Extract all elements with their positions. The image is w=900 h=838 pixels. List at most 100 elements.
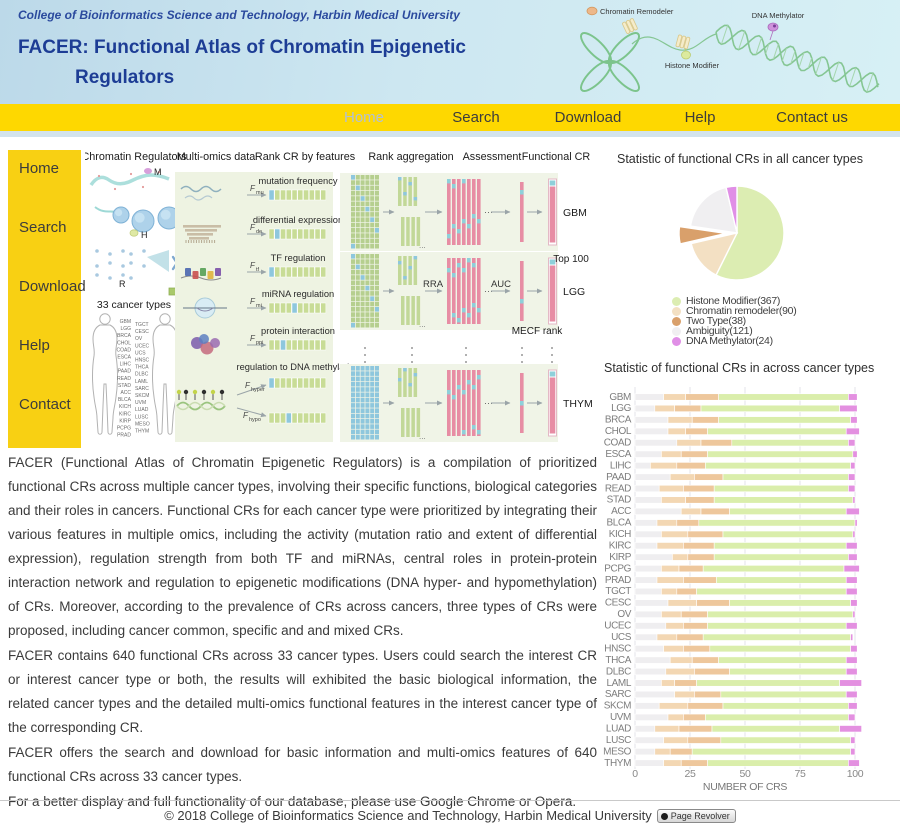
x-tick-label: 50	[739, 768, 751, 780]
bar-segment	[705, 713, 849, 721]
nav-item-contact-us[interactable]: Contact us	[776, 109, 848, 126]
feature-label: regulation to DNA methylation	[237, 362, 360, 372]
bar-segment	[713, 496, 854, 504]
chromatin-art: Chromatin Remodeler Histone Modifier DNA M…	[580, 6, 880, 93]
footer: © 2018 College of Bioinformatics Science…	[0, 808, 900, 823]
art-label-chromatin-remodeler: Chromatin Remodeler	[600, 7, 674, 16]
dna-helix-icon	[715, 29, 879, 88]
ellipsis: ⋯	[484, 207, 493, 217]
bar-segment	[707, 622, 847, 630]
category-label: BLCA	[606, 518, 631, 529]
stacked-bar-chart: 0 25 50 75 100 GBMLGGBRCACHOLCOADESCALIHCPAAD…	[603, 387, 864, 793]
feature-symbol-sub: hypo	[249, 417, 261, 423]
category-label: MESO	[603, 746, 631, 757]
bar-segment	[685, 496, 715, 504]
bar-segment	[700, 404, 840, 412]
category-label: KICH	[609, 529, 631, 540]
feature-symbol-sub: ppi	[256, 340, 263, 346]
cancer-code: ACC	[120, 390, 131, 396]
bar-segment	[683, 645, 711, 653]
ellipsis: ...	[419, 320, 426, 329]
cancer-code: KIRC	[119, 411, 131, 417]
art-label-dna-methylator: DNA Methylator	[752, 11, 805, 20]
bar-segment	[656, 633, 678, 641]
category-label: UCEC	[604, 621, 631, 632]
page-revolver-icon	[660, 813, 668, 820]
methylation-mark-icon	[144, 168, 152, 174]
ellipsis: ...	[419, 432, 426, 441]
bar-segment	[848, 393, 858, 401]
category-label: SKCM	[604, 701, 631, 712]
category-label: OV	[617, 609, 631, 620]
bar-segment	[691, 416, 719, 424]
tf-blocks-icon	[215, 268, 221, 276]
cancer-code: BRCA	[117, 333, 132, 339]
sidebar-item-download[interactable]: Download	[19, 278, 86, 295]
bar-segment	[683, 713, 706, 721]
bar-segment	[661, 587, 678, 596]
mark-r: R	[119, 279, 126, 289]
feature-symbol: F	[250, 184, 256, 193]
sidebar-item-search[interactable]: Search	[19, 219, 67, 236]
cancer-code: GBM	[120, 319, 131, 325]
bar-segment	[718, 416, 851, 424]
copyright-text: © 2018 College of Bioinformatics Science…	[164, 808, 652, 823]
tf-blocks-icon	[200, 268, 206, 276]
pie-slice	[715, 185, 785, 281]
cancer-code: LUSC	[135, 414, 149, 420]
intro-paragraph: FACER (Functional Atlas of Chromatin Epi…	[8, 455, 597, 638]
category-label: ACC	[611, 506, 631, 517]
sidebar-item-help[interactable]: Help	[19, 337, 50, 354]
bar-segment	[661, 679, 675, 687]
bar-segment	[696, 679, 840, 687]
bar-segment	[634, 439, 678, 447]
cancer-code: UVM	[135, 400, 146, 406]
sidebar-item-contact[interactable]: Contact	[19, 396, 71, 413]
bar-segment	[634, 702, 660, 710]
bar-segment	[663, 759, 682, 767]
bar-segment	[720, 690, 847, 698]
bar-segment	[845, 507, 860, 515]
cancer-code: COAD	[117, 347, 132, 353]
bar-segment	[674, 404, 702, 412]
feature-label: TF regulation	[271, 253, 326, 263]
bar-segment	[680, 450, 708, 458]
bar-segment	[848, 702, 858, 710]
bar-segment	[696, 599, 730, 607]
bar-segment	[839, 725, 862, 733]
legend-label: DNA Methylator(24)	[686, 335, 773, 347]
cancer-code: STAD	[118, 383, 131, 389]
college-subtitle: College of Bioinformatics Science and Te…	[18, 8, 460, 22]
intro-text: FACER (Functional Atlas of Chromatin Epi…	[8, 451, 597, 815]
bar-segment	[634, 542, 658, 550]
nucleosome-icon	[622, 18, 638, 34]
nav-item-help[interactable]: Help	[684, 109, 716, 126]
bar-segment	[663, 645, 684, 653]
bar-segment	[667, 427, 686, 435]
cancer-code: DLBC	[135, 372, 149, 378]
figure-column-header: Assessment	[463, 151, 522, 163]
nav-item-home[interactable]: Home	[343, 109, 384, 126]
bar-segment	[663, 736, 689, 744]
nav-item-download[interactable]: Download	[554, 109, 622, 126]
bar-segment	[665, 668, 695, 676]
legend-dot-icon	[672, 326, 681, 336]
bar-segment	[634, 736, 664, 744]
nav-item-search[interactable]: Search	[452, 109, 500, 126]
category-label: LIHC	[610, 460, 631, 471]
sequencing-data-icon	[183, 225, 221, 228]
annotation-rra: RRA	[423, 279, 444, 290]
cancer-code: KICH	[119, 404, 131, 410]
bar-segment	[654, 404, 675, 412]
bar-segment	[676, 587, 697, 596]
pie-slice	[689, 186, 738, 234]
nav-divider	[0, 131, 900, 137]
bar-chart-title: Statistic of functional CRs in across ca…	[604, 361, 875, 375]
page-revolver-badge[interactable]: Page Revolver	[656, 809, 736, 823]
sidebar-item-home[interactable]: Home	[19, 160, 60, 177]
bar-segment	[850, 645, 858, 653]
bar-segment	[656, 576, 684, 584]
bar-segment	[634, 462, 651, 470]
bar-segment	[707, 610, 854, 618]
